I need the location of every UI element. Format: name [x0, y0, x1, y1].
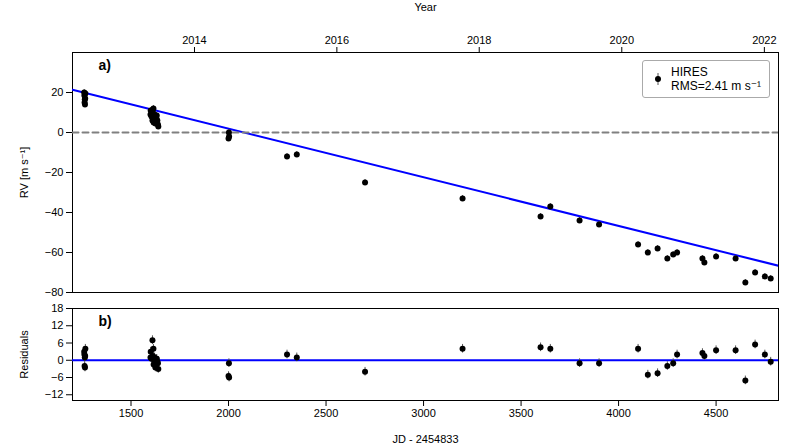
svg-text:12: 12 [51, 319, 63, 331]
svg-text:−20: −20 [45, 166, 64, 178]
svg-text:0: 0 [57, 126, 63, 138]
svg-text:6: 6 [57, 337, 63, 349]
svg-text:2018: 2018 [467, 34, 491, 46]
svg-text:2016: 2016 [325, 34, 349, 46]
svg-text:4000: 4000 [606, 407, 630, 419]
svg-text:2000: 2000 [216, 407, 240, 419]
svg-text:−80: −80 [45, 286, 64, 298]
svg-text:−12: −12 [45, 388, 64, 400]
svg-text:−6: −6 [51, 371, 64, 383]
svg-text:20: 20 [51, 86, 63, 98]
svg-text:2020: 2020 [610, 34, 634, 46]
svg-text:18: 18 [51, 302, 63, 314]
svg-text:Year: Year [414, 1, 437, 13]
svg-text:RV [m s⁻¹]: RV [m s⁻¹] [18, 147, 30, 198]
svg-text:4500: 4500 [704, 407, 728, 419]
svg-text:3500: 3500 [509, 407, 533, 419]
svg-text:JD - 2454833: JD - 2454833 [392, 433, 458, 445]
html-text:RMS=2.41 m s⁻¹: RMS=2.41 m s⁻¹ [671, 79, 761, 93]
svg-text:1500: 1500 [119, 407, 143, 419]
svg-text:Residuals: Residuals [18, 330, 30, 379]
svg-text:−60: −60 [45, 246, 64, 258]
svg-text:b): b) [99, 313, 112, 329]
html-text:HIRES: HIRES [671, 65, 708, 79]
svg-text:3000: 3000 [411, 407, 435, 419]
svg-text:2022: 2022 [752, 34, 776, 46]
svg-text:0: 0 [57, 354, 63, 366]
svg-text:2014: 2014 [182, 34, 206, 46]
svg-text:a): a) [99, 57, 111, 73]
svg-text:−40: −40 [45, 206, 64, 218]
svg-text:2500: 2500 [314, 407, 338, 419]
